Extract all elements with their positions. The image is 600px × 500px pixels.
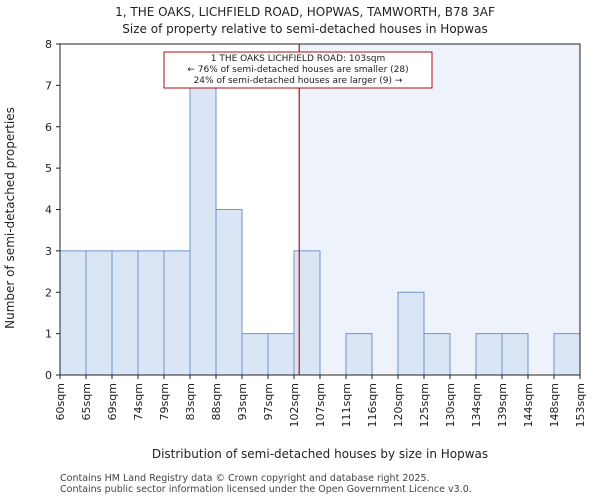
x-tick-label: 107sqm [314,383,327,427]
footer-line-1: Contains HM Land Registry data © Crown c… [60,473,430,484]
bar-60sqm [59,250,87,376]
bar-125sqm [423,333,451,376]
x-tick-label: 74sqm [132,383,145,420]
bar-120sqm [397,291,425,376]
y-tick-label: 8 [45,38,52,51]
x-tick-label: 120sqm [392,383,405,427]
bar-65sqm [85,250,113,376]
y-tick-label: 7 [45,79,52,92]
x-tick-label: 116sqm [366,383,379,427]
bar-134sqm [475,333,503,376]
chart-title: 1, THE OAKS, LICHFIELD ROAD, HOPWAS, TAM… [115,5,495,19]
bar-93sqm [241,333,269,376]
bar-111sqm [345,333,373,376]
y-axis-ticks: 0 1 2 3 4 5 6 7 8 [45,38,60,382]
plot-frame [59,43,581,376]
bar-83sqm [189,84,217,376]
y-tick-label: 0 [45,369,52,382]
highlight-region [299,44,580,375]
annotation-box [163,51,433,89]
bar-97sqm [267,333,295,376]
x-tick-label: 60sqm [54,383,67,420]
x-tick-label: 102sqm [288,383,301,427]
x-tick-label: 111sqm [340,383,353,427]
bar-69sqm [111,250,139,376]
annotation-line-3: 24% of semi-detached houses are larger (… [194,76,403,86]
bars [59,84,581,376]
bar-79sqm [163,250,191,376]
y-tick-label: 3 [45,245,52,258]
x-tick-label: 153sqm [574,383,587,427]
footer: Contains HM Land Registry data © Crown c… [60,473,472,495]
bar-102sqm [293,250,321,376]
x-tick-label: 88sqm [210,383,223,420]
x-tick-label: 144sqm [522,383,535,427]
annotation-line-1: 1 THE OAKS LICHFIELD ROAD: 103sqm [211,54,386,64]
y-tick-label: 5 [45,162,52,175]
y-tick-label: 6 [45,121,52,134]
y-axis-label: Number of semi-detached properties [3,107,17,329]
bar-88sqm [215,209,243,376]
x-tick-label: 93sqm [236,383,249,420]
chart-subtitle: Size of property relative to semi-detach… [122,22,487,36]
y-tick-label: 2 [45,286,52,299]
x-tick-label: 139sqm [496,383,509,427]
x-tick-label: 97sqm [262,383,275,420]
y-tick-label: 1 [45,328,52,341]
x-tick-label: 83sqm [184,383,197,420]
annotation-line-2: ← 76% of semi-detached houses are smalle… [187,65,408,75]
y-tick-label: 4 [45,204,52,217]
x-tick-label: 125sqm [418,383,431,427]
x-axis-ticks: 60sqm 65sqm 69sqm 74sqm 79sqm 83sqm 88sqm 93sqm… [54,375,587,427]
bar-74sqm [137,250,165,376]
x-tick-label: 148sqm [548,383,561,427]
x-tick-label: 134sqm [470,383,483,427]
x-tick-label: 69sqm [106,383,119,420]
x-tick-label: 79sqm [158,383,171,420]
footer-line-2: Contains public sector information licen… [60,484,472,495]
x-tick-label: 130sqm [444,383,457,427]
x-tick-label: 65sqm [80,383,93,420]
bar-148sqm [553,333,581,376]
bar-139sqm [501,333,529,376]
x-axis-label: Distribution of semi-detached houses by … [152,447,488,461]
